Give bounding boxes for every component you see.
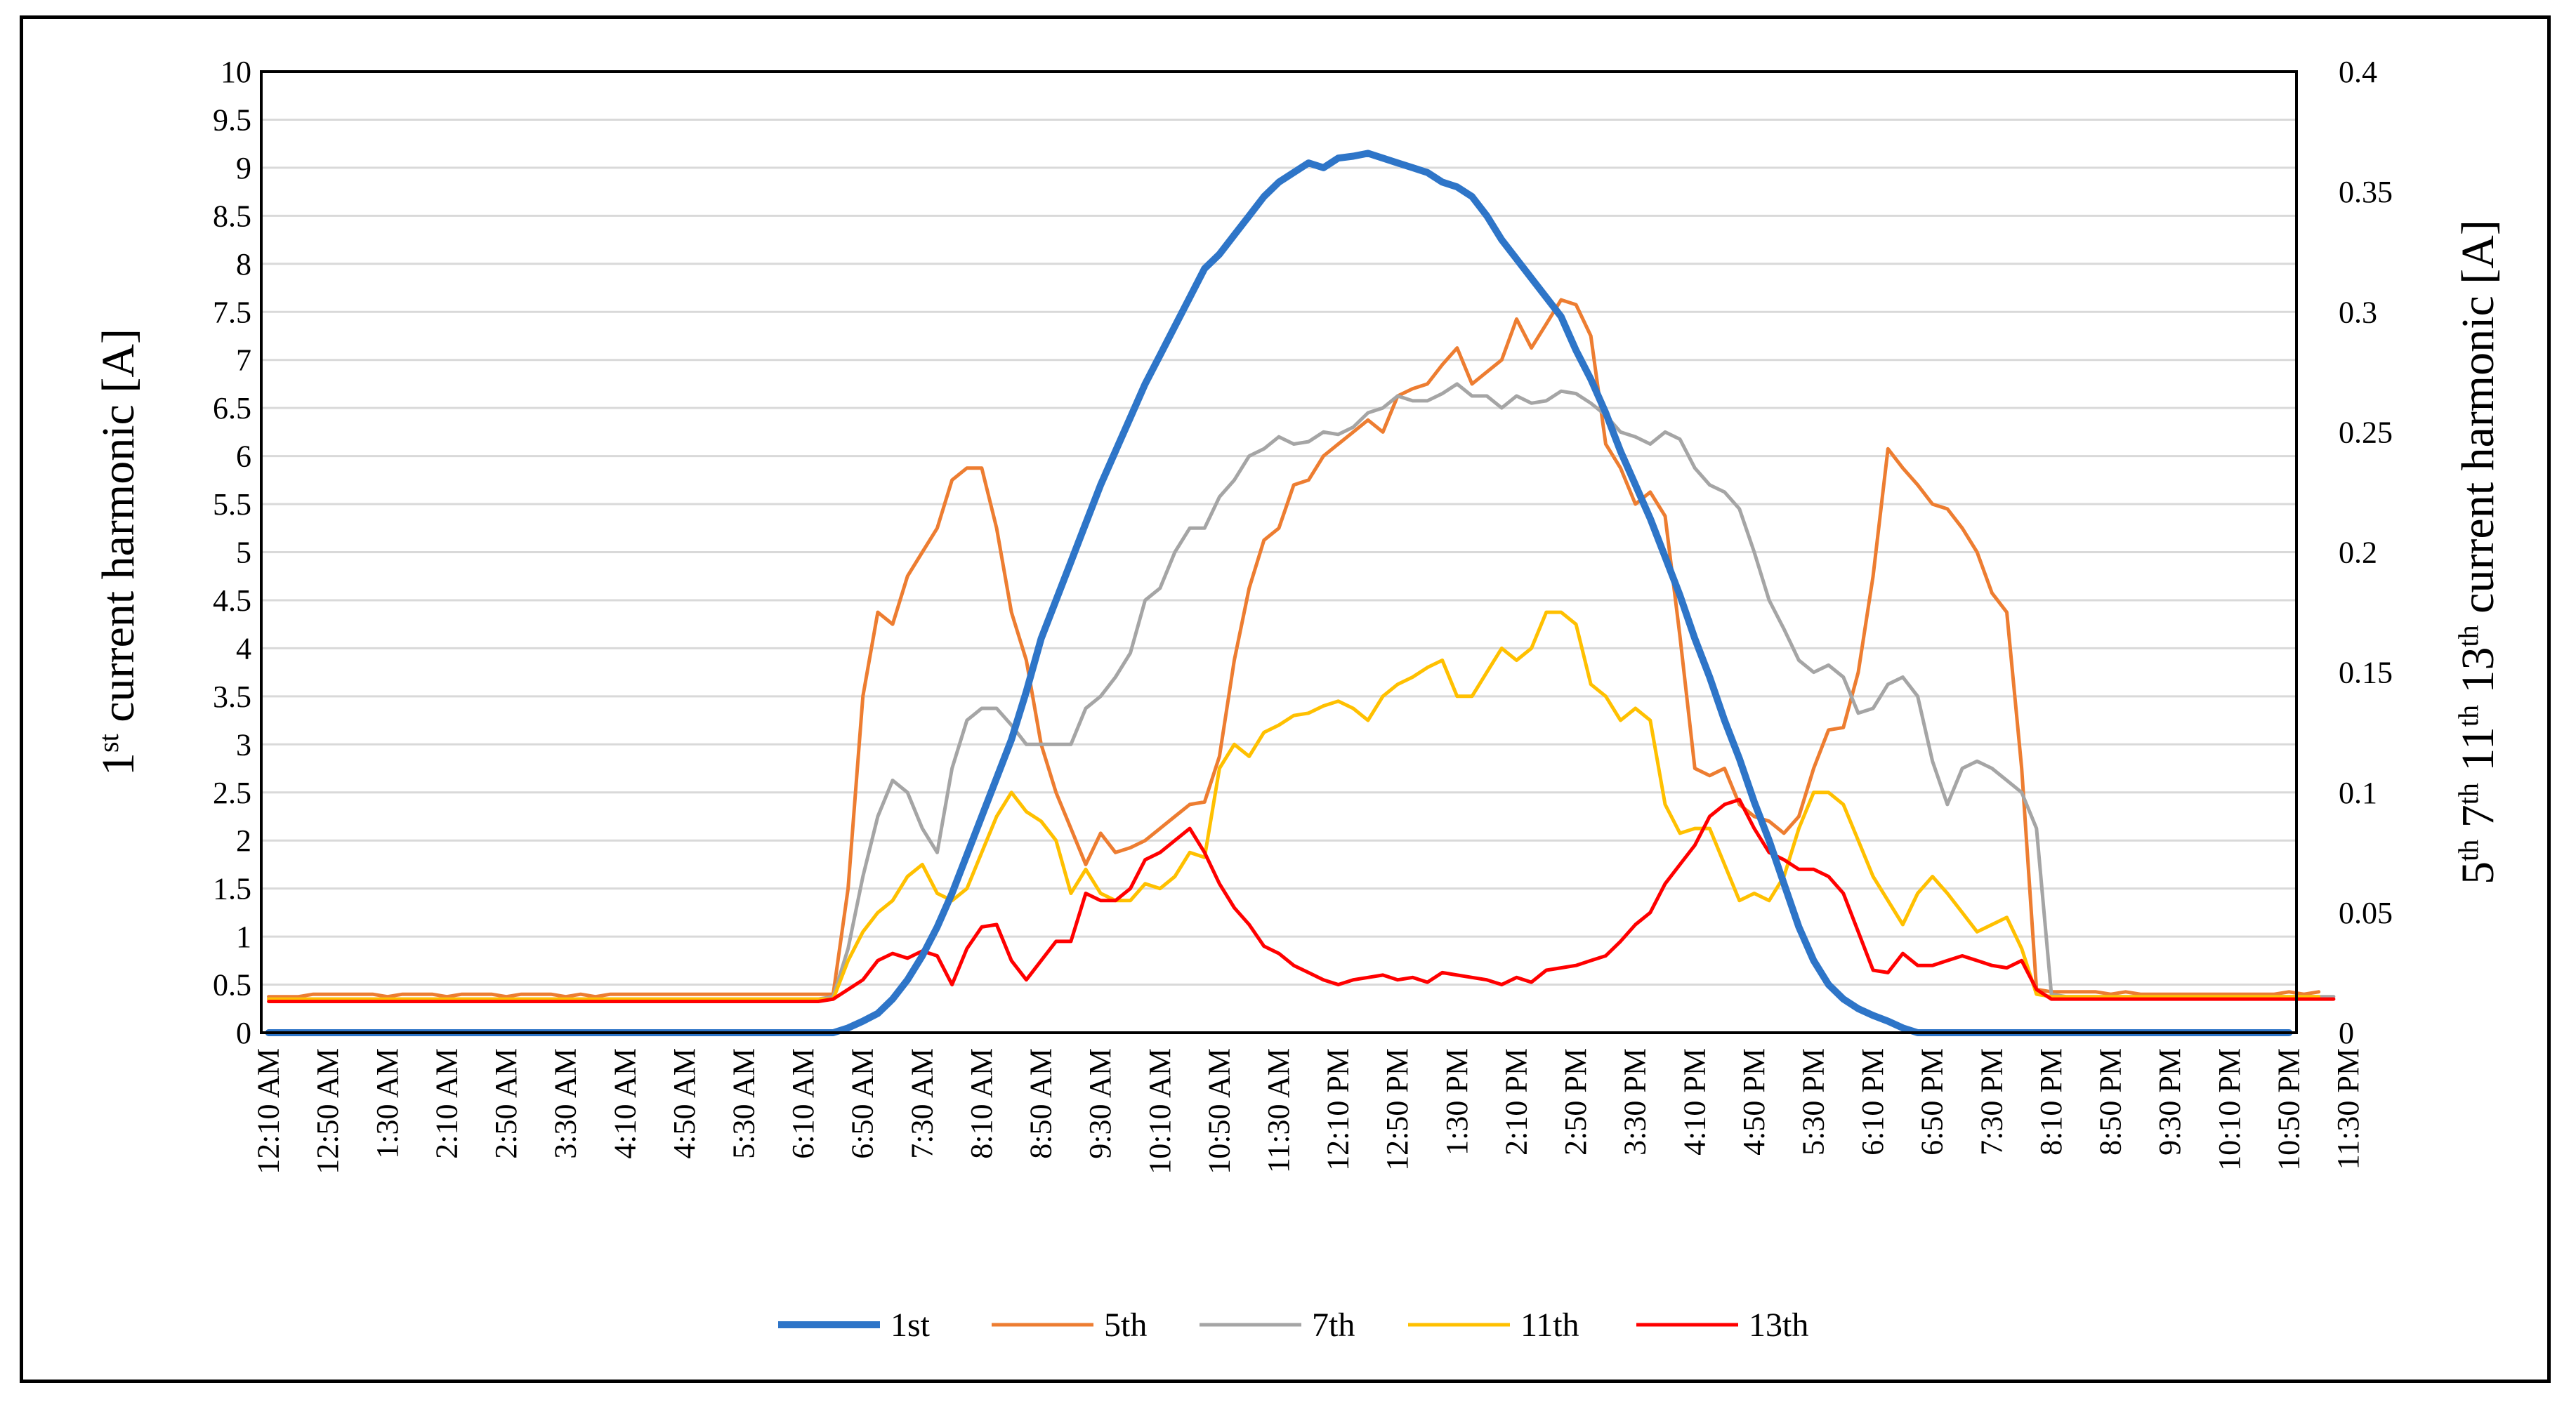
x-tick-label: 4:50 PM [1737, 1048, 1771, 1156]
right-tick-label: 0.2 [2339, 536, 2377, 570]
right-title-sup: th [2452, 705, 2484, 727]
right-title-part: 11 [2452, 727, 2504, 783]
left-tick-label: 2.5 [213, 776, 251, 810]
right-title-sup: th [2452, 840, 2484, 861]
x-tick-label: 10:10 AM [1143, 1048, 1177, 1175]
x-tick-label: 12:10 AM [251, 1048, 286, 1175]
right-tick-label: 0.3 [2339, 295, 2377, 329]
left-tick-label: 7 [236, 343, 251, 378]
right-title-part: 13 [2452, 647, 2504, 705]
x-tick-label: 2:50 AM [489, 1048, 523, 1159]
x-tick-label: 12:50 AM [310, 1048, 345, 1175]
x-tick-label: 2:10 PM [1499, 1048, 1533, 1156]
x-tick-label: 8:50 PM [2094, 1048, 2128, 1156]
left-tick-label: 8 [236, 247, 251, 282]
right-tick-label: 0.05 [2339, 896, 2393, 930]
left-axis-title: 1st current harmonic [A] [93, 329, 145, 776]
left-tick-label: 3 [236, 727, 251, 762]
left-tick-label: 5 [236, 536, 251, 570]
plot-area-border [260, 70, 2298, 1034]
x-tick-label: 7:30 PM [1974, 1048, 2009, 1156]
right-tick-label: 0.4 [2339, 55, 2377, 89]
x-tick-label: 2:50 PM [1558, 1048, 1593, 1156]
series-line-5th [267, 298, 2321, 999]
legend-label-7th: 7th [1312, 1307, 1355, 1344]
x-tick-label: 4:50 AM [667, 1048, 702, 1159]
x-tick-label: 5:30 PM [1796, 1048, 1831, 1156]
x-tick-label: 3:30 AM [548, 1048, 583, 1159]
chart-frame [20, 15, 2551, 1383]
legend: 1st 5th 7th 11th 13th [778, 1307, 1808, 1344]
x-tick-label: 6:50 PM [1915, 1048, 1950, 1156]
legend-label-11th: 11th [1520, 1307, 1579, 1344]
x-tick-label: 2:10 AM [429, 1048, 464, 1159]
left-tick-label: 10 [221, 55, 251, 89]
left-tick-label: 3.5 [213, 680, 251, 714]
left-tick-label: 1 [236, 920, 251, 954]
x-tick-label: 8:10 PM [2034, 1048, 2068, 1156]
legend-label-13th: 13th [1749, 1307, 1808, 1344]
x-tick-label: 1:30 AM [370, 1048, 405, 1159]
x-tick-label: 6:50 AM [846, 1048, 880, 1159]
left-tick-label: 4 [236, 631, 251, 666]
right-title-part: 5 [2452, 861, 2504, 885]
x-tick-label: 12:50 PM [1380, 1048, 1414, 1171]
right-title-part: 7 [2452, 805, 2504, 840]
x-tick-label: 1:30 PM [1440, 1048, 1474, 1156]
left-tick-label: 6.5 [213, 391, 251, 425]
x-tick-label: 7:30 AM [905, 1048, 939, 1159]
x-tick-label: 9:30 AM [1083, 1048, 1117, 1159]
right-tick-label: 0.25 [2339, 415, 2393, 449]
x-axis-ticks: 12:10 AM 12:50 AM 1:30 AM 2:10 AM 2:50 AM 3:3… [251, 1048, 2365, 1175]
right-tick-label: 0 [2339, 1016, 2354, 1050]
left-tick-label: 9 [236, 151, 251, 185]
left-axis-ticks: 0 0.5 1 1.5 2 2.5 3 3.5 4 4.5 5 5.5 6 6.5 7 7.5 8 8.5 9 9.5… [213, 55, 251, 1050]
left-tick-label: 5.5 [213, 487, 251, 522]
right-title-sup: th [2452, 783, 2484, 805]
left-title-number: 1 [93, 753, 144, 776]
x-tick-label: 11:30 AM [1261, 1048, 1296, 1173]
x-tick-label: 10:50 PM [2271, 1048, 2306, 1171]
series-line-7th [267, 382, 2336, 1001]
series-line-11th [267, 610, 2321, 1001]
gridlines [261, 118, 2296, 986]
legend-label-1st: 1st [891, 1307, 931, 1344]
right-axis-title: 5th 7th 11th 13th current harmonic [A] [2452, 220, 2504, 885]
x-tick-label: 6:10 PM [1855, 1048, 1890, 1156]
right-tick-label: 0.15 [2339, 656, 2393, 690]
left-tick-label: 0.5 [213, 968, 251, 1003]
left-title-sup: st [93, 734, 124, 753]
x-tick-label: 10:10 PM [2212, 1048, 2247, 1171]
series-line-1st [265, 150, 2293, 1036]
right-title-sup: th [2452, 625, 2484, 647]
x-tick-label: 3:30 PM [1618, 1048, 1652, 1156]
right-tick-label: 0.1 [2339, 776, 2377, 810]
x-tick-label: 4:10 AM [607, 1048, 642, 1159]
series-line-13th [267, 798, 2336, 1003]
x-tick-label: 4:10 PM [1677, 1048, 1711, 1156]
left-tick-label: 1.5 [213, 872, 251, 906]
right-title-part: current harmonic [A] [2452, 220, 2504, 625]
left-tick-label: 2 [236, 823, 251, 858]
right-axis-ticks: 0 0.05 0.1 0.15 0.2 0.25 0.3 0.35 0.4 [2339, 55, 2393, 1050]
left-tick-label: 6 [236, 439, 251, 474]
x-tick-label: 6:10 AM [786, 1048, 820, 1159]
left-tick-label: 9.5 [213, 102, 251, 137]
x-tick-label: 12:10 PM [1321, 1048, 1355, 1171]
series-layer [265, 150, 2336, 1036]
x-tick-label: 5:30 AM [726, 1048, 761, 1159]
x-tick-label: 11:30 PM [2331, 1048, 2365, 1170]
right-tick-label: 0.35 [2339, 175, 2393, 209]
x-tick-label: 9:30 PM [2153, 1048, 2187, 1156]
left-tick-label: 8.5 [213, 199, 251, 233]
left-tick-label: 0 [236, 1016, 251, 1050]
x-tick-label: 10:50 AM [1202, 1048, 1236, 1175]
x-tick-label: 8:10 AM [964, 1048, 999, 1159]
left-title-rest: current harmonic [A] [93, 329, 144, 734]
legend-label-5th: 5th [1104, 1307, 1147, 1344]
left-tick-label: 7.5 [213, 295, 251, 329]
x-tick-label: 8:50 AM [1024, 1048, 1058, 1159]
left-tick-label: 4.5 [213, 583, 251, 618]
